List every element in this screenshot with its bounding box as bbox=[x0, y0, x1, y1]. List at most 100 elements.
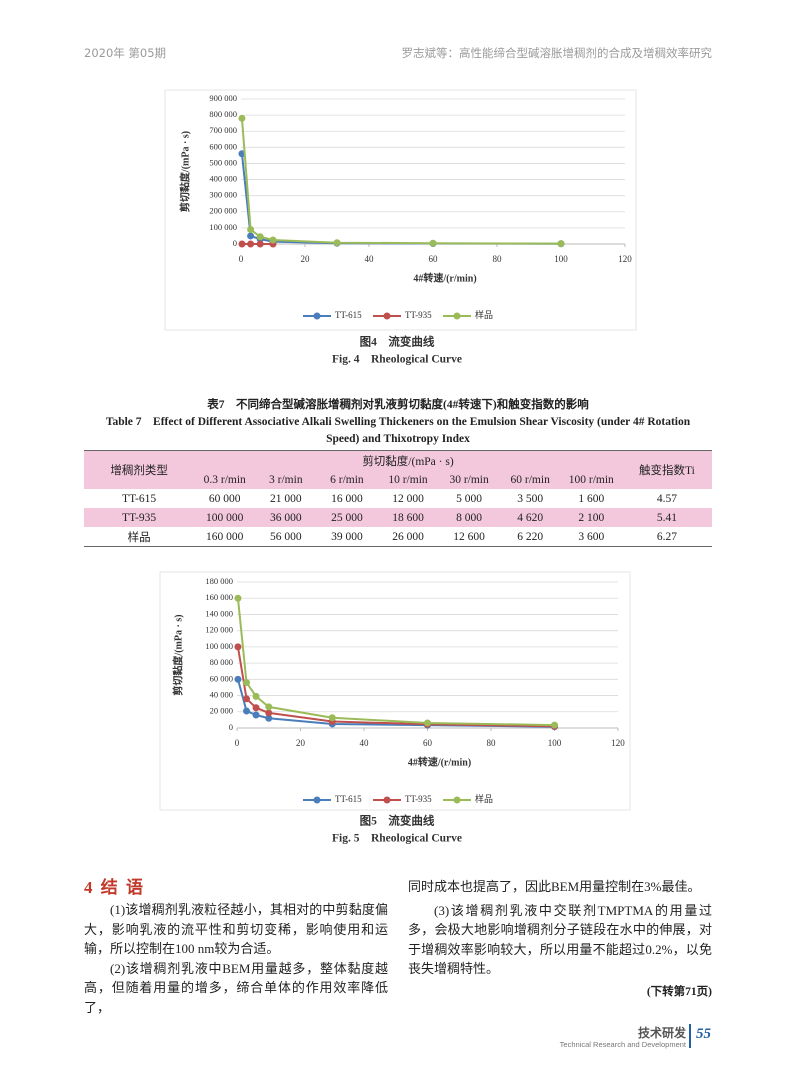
data-point bbox=[551, 721, 558, 729]
series-line bbox=[236, 679, 555, 728]
y-tick-label: 800 000 bbox=[209, 109, 237, 119]
x-tick-label: 40 bbox=[365, 254, 375, 264]
data-point bbox=[252, 692, 260, 700]
legend-label: TT-615 bbox=[335, 794, 362, 804]
x-tick-label: 100 bbox=[548, 738, 562, 748]
x-tick-label: 20 bbox=[296, 738, 306, 748]
table-row: 样品 160 000 56 000 39 000 26 000 12 600 6 220 3 … bbox=[84, 527, 712, 547]
series-line bbox=[236, 598, 555, 727]
data-point bbox=[243, 707, 251, 715]
table-cell: 39 000 bbox=[331, 530, 363, 543]
data-point bbox=[256, 233, 264, 241]
y-tick-label: 80 000 bbox=[210, 657, 233, 667]
left-column: (1)该增稠剂乳液粒径越小，其相对的中剪黏度偏大，影响乳液的流平性和剪切变稀，影… bbox=[84, 900, 388, 1017]
table-cell: 60 r/min bbox=[510, 473, 550, 486]
table-cell: 0.3 r/min bbox=[203, 473, 246, 486]
table-cell: 30 r/min bbox=[449, 473, 489, 486]
data-point bbox=[429, 239, 437, 247]
y-tick-label: 900 000 bbox=[209, 93, 237, 103]
table-title-en: Table 7 Effect of Different Associative … bbox=[105, 416, 691, 445]
y-tick-label: 160 000 bbox=[205, 592, 233, 602]
table-cell: 4 620 bbox=[517, 511, 544, 524]
table-cell: 1 600 bbox=[578, 492, 605, 505]
data-point bbox=[256, 240, 264, 248]
y-tick-label: 180 000 bbox=[205, 576, 233, 586]
y-tick-label: 500 000 bbox=[209, 157, 237, 167]
y-tick-label: 100 000 bbox=[205, 641, 233, 651]
data-point bbox=[328, 714, 336, 722]
table-cell: 5 000 bbox=[456, 492, 483, 505]
data-point bbox=[265, 709, 273, 717]
y-tick-label: 40 000 bbox=[210, 690, 233, 700]
legend-label: 样品 bbox=[475, 793, 493, 804]
figure-caption-en: Fig. 5 Rheological Curve bbox=[332, 833, 462, 845]
x-tick-label: 40 bbox=[360, 738, 370, 748]
footer-bar bbox=[689, 1024, 691, 1048]
y-axis-label: 剪切黏度/(mPa · s) bbox=[178, 131, 191, 212]
table-cell: 100 r/min bbox=[568, 473, 614, 486]
paragraph: (1)该增稠剂乳液粒径越小，其相对的中剪黏度偏大，影响乳液的流平性和剪切变稀，影… bbox=[84, 902, 388, 956]
series-line bbox=[236, 646, 555, 728]
legend-label: TT-935 bbox=[405, 794, 432, 804]
y-tick-label: 100 000 bbox=[209, 222, 237, 232]
footer-section: 技术研发 bbox=[637, 1026, 686, 1040]
y-tick-label: 0 bbox=[229, 722, 233, 732]
data-point bbox=[252, 711, 260, 719]
table-cell: 36 000 bbox=[270, 511, 302, 524]
data-point bbox=[234, 643, 242, 651]
table-cell: 12 000 bbox=[392, 492, 424, 505]
page-number: 55 bbox=[696, 1026, 711, 1042]
table-cell: 样品 bbox=[127, 531, 151, 544]
legend-marker bbox=[313, 796, 321, 804]
table-cell: 增稠剂类型 bbox=[110, 465, 168, 477]
chart-frame bbox=[159, 571, 631, 811]
y-tick-label: 120 000 bbox=[205, 625, 233, 635]
issue: 2020年 第05期 bbox=[84, 46, 167, 60]
y-axis-label: 剪切黏度/(mPa · s) bbox=[171, 614, 184, 695]
y-tick-label: 400 000 bbox=[209, 174, 237, 184]
y-tick-label: 300 000 bbox=[209, 190, 237, 200]
data-table: 增稠剂类型 剪切黏度/(mPa · s) 触变指数Ti 0.3 r/min 3 r/mi… bbox=[84, 450, 712, 547]
data-point bbox=[247, 240, 255, 248]
data-point bbox=[238, 114, 246, 122]
y-tick-label: 200 000 bbox=[209, 206, 237, 216]
table-cell: 160 000 bbox=[206, 530, 244, 543]
y-tick-label: 20 000 bbox=[210, 706, 233, 716]
y-tick-label: 600 000 bbox=[209, 141, 237, 151]
data-point bbox=[269, 236, 277, 244]
x-tick-label: 0 bbox=[235, 738, 240, 748]
legend-marker bbox=[453, 312, 461, 320]
x-axis-label: 4#转速/(r/min) bbox=[413, 271, 476, 284]
x-tick-label: 100 bbox=[554, 254, 568, 264]
data-point bbox=[424, 719, 431, 727]
table-cell: 12 600 bbox=[453, 530, 485, 543]
legend-label: TT-615 bbox=[335, 310, 362, 320]
x-tick-label: 60 bbox=[423, 738, 433, 748]
data-point bbox=[234, 594, 242, 602]
x-tick-label: 80 bbox=[487, 738, 497, 748]
table-cell: 5.41 bbox=[656, 511, 677, 524]
data-point bbox=[557, 240, 565, 248]
data-point bbox=[243, 695, 251, 703]
table-cell: 6.27 bbox=[656, 530, 677, 543]
footer-section-en: Technical Research and Development bbox=[559, 1040, 686, 1049]
x-tick-label: 120 bbox=[611, 738, 625, 748]
table-cell: 3 500 bbox=[517, 492, 544, 505]
x-tick-label: 80 bbox=[493, 254, 503, 264]
legend-marker bbox=[313, 312, 321, 320]
series-line bbox=[240, 153, 562, 245]
x-tick-label: 120 bbox=[618, 254, 632, 264]
continued-note: (下转第71页) bbox=[646, 985, 712, 998]
data-point bbox=[247, 232, 255, 240]
section-heading: 4 结 语 bbox=[84, 878, 145, 897]
x-tick-label: 20 bbox=[301, 254, 311, 264]
table-cell: 100 000 bbox=[206, 511, 244, 524]
table-cell: 6 220 bbox=[517, 530, 544, 543]
table-cell: 6 r/min bbox=[330, 473, 364, 486]
figure-caption-en: Fig. 4 Rheological Curve bbox=[332, 354, 462, 366]
table-cell: 4.57 bbox=[656, 492, 677, 505]
table-cell: 3 r/min bbox=[269, 473, 303, 486]
table-cell: 剪切黏度/(mPa · s) bbox=[362, 455, 454, 468]
table-cell: 21 000 bbox=[270, 492, 302, 505]
